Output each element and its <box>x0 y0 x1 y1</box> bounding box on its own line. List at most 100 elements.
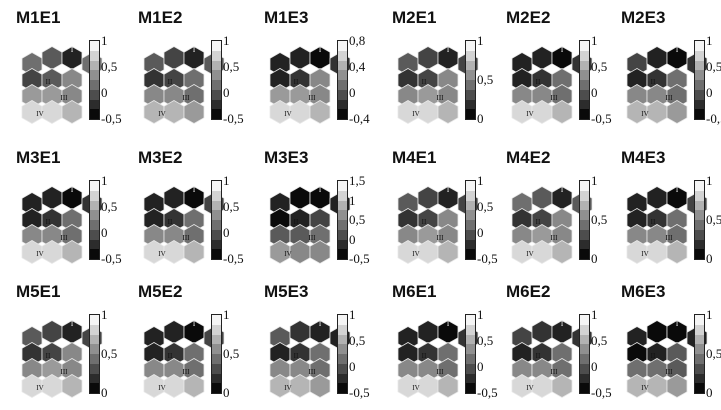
colorbar-tick-label: 0 <box>591 251 598 266</box>
cluster-label: I <box>447 186 450 194</box>
cluster-label: II <box>651 78 656 86</box>
colorbar-tick-label: 0 <box>349 231 356 247</box>
colorbar-segment <box>90 220 99 230</box>
colorbar-tick-label: 1 <box>101 33 108 48</box>
panel-title: M2E1 <box>392 8 437 27</box>
colorbar-segment <box>580 60 589 71</box>
hex-cell <box>666 240 688 264</box>
cluster-label: IV <box>36 384 43 392</box>
colorbar-segment <box>212 363 221 374</box>
colorbar-segment <box>338 70 347 80</box>
colorbar-segment <box>90 99 99 110</box>
colorbar-segment <box>338 99 347 110</box>
colorbar <box>211 40 222 120</box>
cluster-label: IV <box>284 384 291 392</box>
cluster-label: II <box>536 352 541 360</box>
panel-m1e3: M1E3 I II III IV 0,8 0,4 0 -0,4 <box>258 8 378 136</box>
hex-cell <box>531 320 553 344</box>
colorbar-segment <box>212 99 221 110</box>
colorbar <box>465 314 476 394</box>
cluster-label: III <box>666 234 674 242</box>
colorbar-segment <box>580 229 589 240</box>
colorbar-tick-label: 0,5 <box>101 199 118 214</box>
colorbar-segment <box>90 80 99 90</box>
colorbar-tick-label: -0,5 <box>223 251 244 266</box>
colorbar-segment <box>466 80 475 90</box>
colorbar-tick-label: 0 <box>101 85 108 100</box>
cluster-label: II <box>168 352 173 360</box>
colorbar <box>89 314 100 394</box>
colorbar <box>211 180 222 260</box>
colorbar-tick-label: 1 <box>591 173 598 188</box>
colorbar-segment <box>90 200 99 211</box>
panel-title: M2E3 <box>621 8 666 27</box>
panel-title: M3E2 <box>138 148 183 167</box>
colorbar-segment <box>338 229 347 240</box>
colorbar-tick-label: 0,5 <box>349 212 366 227</box>
colorbar-tick-label: 1 <box>706 173 713 188</box>
colorbar <box>211 314 222 394</box>
colorbar-segment <box>466 315 475 325</box>
colorbar-segment <box>580 181 589 191</box>
hex-cell <box>531 186 553 210</box>
colorbar-segment <box>212 60 221 71</box>
colorbar-segment <box>580 200 589 211</box>
colorbar-segment <box>695 383 704 393</box>
colorbar-tick-label: 0 <box>477 359 484 374</box>
cluster-label: I <box>676 46 679 54</box>
colorbar-segment <box>580 50 589 61</box>
colorbar-tick-label: 0,8 <box>349 33 366 48</box>
colorbar-segment <box>338 50 347 61</box>
cluster-label: II <box>168 218 173 226</box>
colorbar-tick-label: -0,5 <box>101 111 122 126</box>
colorbar-segment <box>580 363 589 374</box>
colorbar-segment <box>466 354 475 364</box>
colorbar <box>465 180 476 260</box>
colorbar-tick-label: 0,5 <box>591 333 608 348</box>
hex-cell <box>551 240 573 264</box>
colorbar-tick-label: 1 <box>591 33 598 48</box>
cluster-label: III <box>666 94 674 102</box>
panel-m4e3: M4E3 I II III IV 1 0,5 0 <box>615 148 721 276</box>
colorbar-segment <box>212 70 221 80</box>
cluster-label: IV <box>284 110 291 118</box>
colorbar-segment <box>466 70 475 80</box>
cluster-label: III <box>551 94 559 102</box>
cluster-label: II <box>46 218 51 226</box>
colorbar-segment <box>212 354 221 364</box>
colorbar-tick-label: -0,5 <box>591 111 612 126</box>
colorbar-segment <box>466 373 475 384</box>
colorbar-segment <box>580 220 589 230</box>
panel-m3e3: M3E3 I II III IV 1,5 1 0,5 0 -0,5 <box>258 148 378 276</box>
colorbar-segment <box>212 315 221 325</box>
colorbar-segment <box>338 373 347 384</box>
cluster-label: I <box>193 46 196 54</box>
colorbar-segment <box>212 80 221 90</box>
colorbar-segment <box>338 80 347 90</box>
hex-cell <box>531 46 553 70</box>
colorbar-segment <box>338 190 347 201</box>
panel-m6e2: M6E2 I II III IV 1 0,5 0 -0,5 <box>500 282 620 410</box>
colorbar-segment <box>338 363 347 374</box>
panel-title: M4E3 <box>621 148 666 167</box>
colorbar-segment <box>580 89 589 100</box>
cluster-label: III <box>183 234 191 242</box>
colorbar-tick-label: 0 <box>223 385 230 400</box>
colorbar-segment <box>580 315 589 325</box>
colorbar <box>579 40 590 120</box>
colorbar-tick-label: 0 <box>706 85 713 100</box>
colorbar-tick-label: 0,5 <box>706 59 721 74</box>
colorbar-segment <box>90 190 99 201</box>
colorbar-segment <box>212 334 221 345</box>
cluster-label: IV <box>526 110 533 118</box>
cluster-label: I <box>319 186 322 194</box>
colorbar-segment <box>212 239 221 250</box>
cluster-label: I <box>561 320 564 328</box>
hex-cell <box>309 240 331 264</box>
colorbar-segment <box>466 50 475 61</box>
colorbar-segment <box>90 89 99 100</box>
colorbar-segment <box>695 363 704 374</box>
panel-m2e2: M2E2 I II III IV 1 0,5 0 -0,5 <box>500 8 620 136</box>
colorbar-segment <box>580 249 589 259</box>
